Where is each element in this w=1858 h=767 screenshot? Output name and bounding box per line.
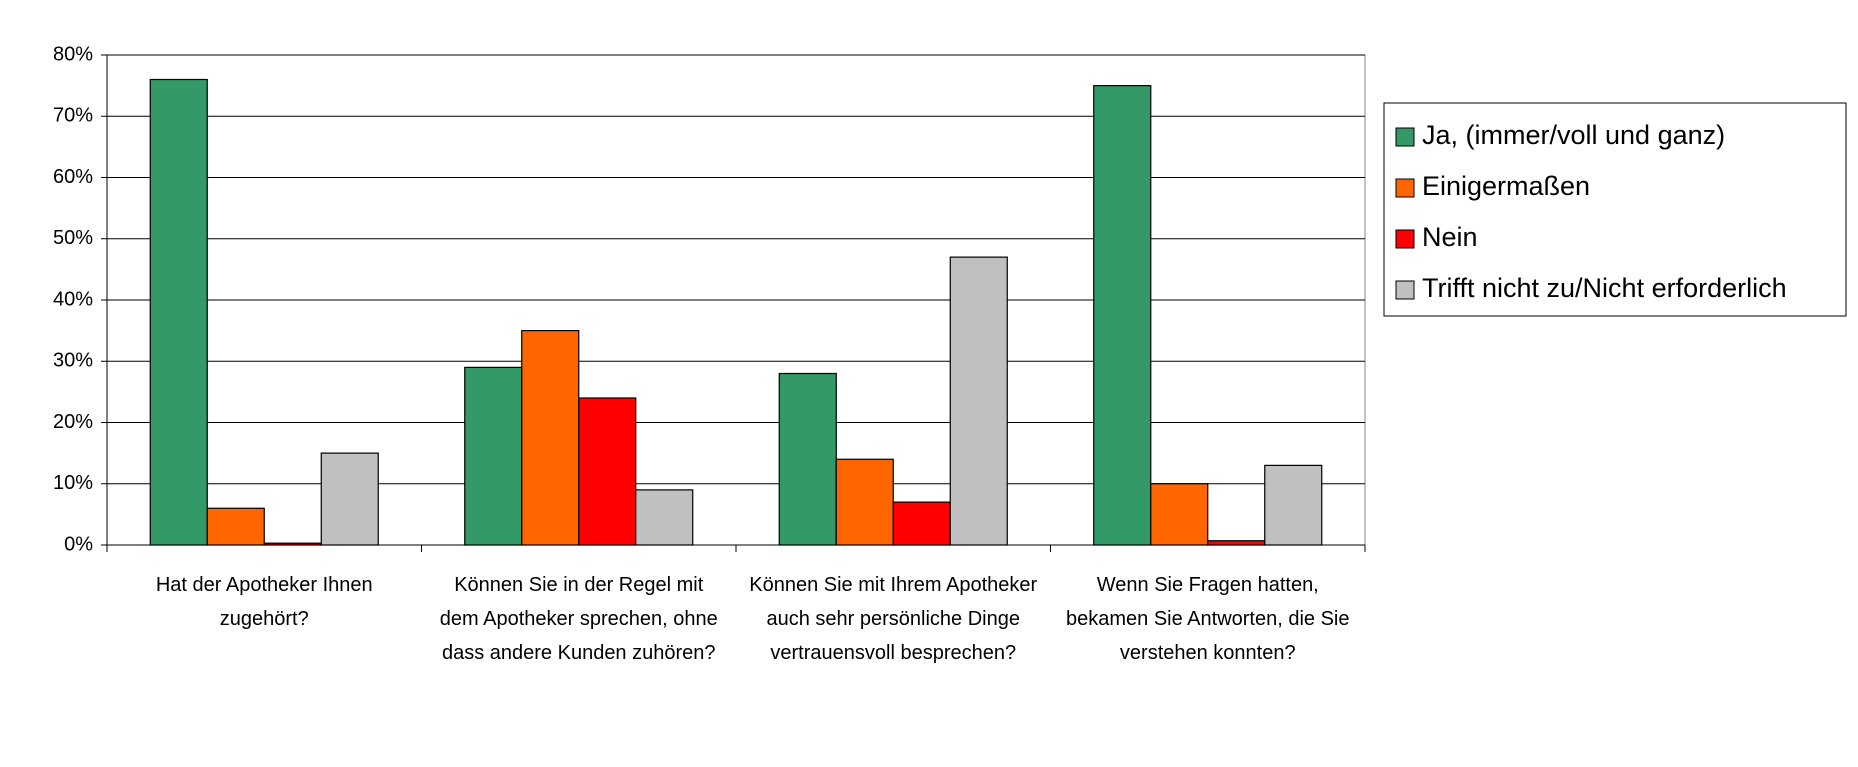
y-tick-label: 70% <box>53 105 93 127</box>
bar <box>635 489 694 546</box>
legend-box <box>1383 102 1847 317</box>
x-tick-label: Können Sie mit Ihrem Apotheker auch sehr… <box>749 574 1038 664</box>
y-tick-label: 50% <box>53 227 93 249</box>
legend-swatch <box>1395 127 1415 147</box>
bar <box>464 366 523 546</box>
y-tick-label: 60% <box>53 166 93 188</box>
bar <box>1207 540 1266 546</box>
bar <box>578 397 637 546</box>
legend-swatch <box>1395 229 1415 249</box>
y-tick-label: 40% <box>53 288 93 310</box>
y-tick-label: 0% <box>64 533 93 555</box>
y-tick-label: 10% <box>53 472 93 494</box>
legend-label: Nein <box>1422 222 1478 252</box>
y-tick-label: 20% <box>53 411 93 433</box>
x-tick-label: Können Sie in der Regel mit dem Apotheke… <box>439 574 718 664</box>
bar <box>521 330 580 546</box>
bar <box>206 507 265 546</box>
bar <box>1150 483 1209 546</box>
legend-label: Ja, (immer/voll und ganz) <box>1422 120 1725 150</box>
legend-label: Trifft nicht zu/Nicht erforderlich <box>1422 273 1787 303</box>
y-tick-label: 80% <box>53 43 93 65</box>
bar <box>320 452 379 546</box>
bar <box>778 372 837 546</box>
bar <box>1093 85 1152 546</box>
bar <box>949 256 1008 546</box>
x-tick-label: Hat der Apotheker Ihnen zugehört? <box>155 574 373 630</box>
legend-swatch <box>1395 178 1415 198</box>
y-tick-label: 30% <box>53 350 93 372</box>
legend-label: Einigermaßen <box>1422 171 1590 201</box>
x-tick-label: Wenn Sie Fragen hatten, bekamen Sie Antw… <box>1065 574 1350 664</box>
bar <box>149 78 208 546</box>
bar <box>835 458 894 546</box>
legend-swatch <box>1395 280 1415 300</box>
bar <box>1264 464 1323 546</box>
bar <box>892 501 951 546</box>
bar <box>263 542 322 546</box>
